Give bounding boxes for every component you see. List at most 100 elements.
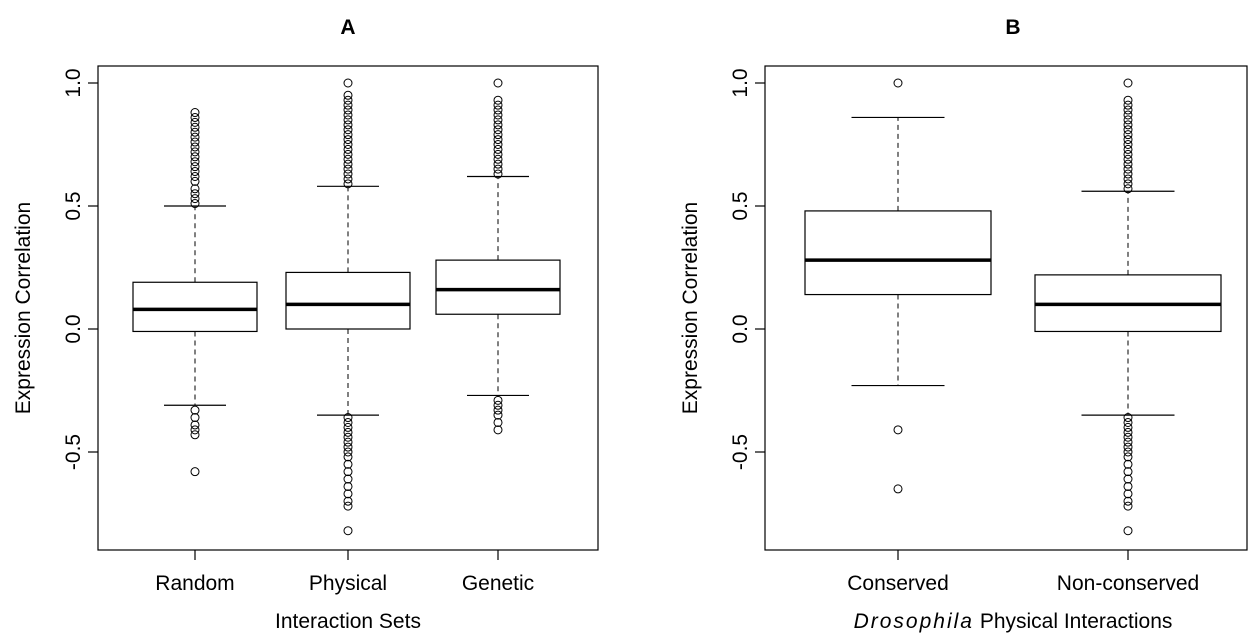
outlier-point [343,90,353,100]
panel-a-y-axis-label: Expression Correlation [12,202,35,414]
outlier-point [190,137,200,147]
outlier-point [190,199,200,209]
panel-a-x-tick-label: Physical [309,572,387,595]
outlier-point [493,405,503,415]
outlier-point [1123,164,1133,174]
panel-b: B -0.5 0.0 0.5 1.0 Conserved Non-conserved Dr… [679,16,1248,633]
outlier-point [190,189,200,199]
outlier-point [190,132,200,142]
outlier-point [343,78,353,88]
outlier-point [1123,501,1133,511]
outlier-point [190,108,200,118]
outlier-point [190,112,200,122]
outlier-point [493,149,503,159]
outlier-point [1123,115,1133,125]
outlier-point [1123,413,1133,423]
outlier-point [1123,78,1133,88]
outlier-point [493,169,503,179]
panel-a-box-physical [285,78,411,536]
outlier-point [1123,427,1133,437]
outlier-point [190,157,200,167]
outlier-point [1123,154,1133,164]
outlier-point [343,432,353,442]
outlier-point [343,95,353,105]
outlier-point [1123,125,1133,135]
outlier-point [343,140,353,149]
outlier-point [343,110,353,120]
outlier-point [493,417,503,427]
outlier-point [190,176,200,186]
iqr-box [285,271,411,330]
outlier-point [190,122,200,132]
outlier-point [893,425,903,435]
outlier-point [343,169,353,179]
outlier-point [343,459,353,469]
outlier-point [343,447,353,457]
outlier-point [190,430,200,440]
outlier-point [190,184,200,194]
outlier-point [493,120,503,130]
outlier-point [1123,432,1133,442]
outlier-point [190,194,200,204]
outlier-point [1123,459,1133,469]
outlier-point [893,78,903,88]
outlier-point [343,489,353,499]
outlier-point [343,179,353,189]
outlier-point [343,105,353,115]
outlier-point [1123,140,1133,149]
outlier-point [1123,452,1133,462]
outlier-point [343,154,353,164]
outlier-point [493,164,503,174]
outlier-point [190,117,200,127]
outlier-point [1123,100,1133,110]
panel-a-y-tick-label: 0.5 [62,191,85,220]
outlier-point [493,154,503,164]
outlier-point [493,400,503,410]
panel-b-x-tick-label: Non-conserved [1057,572,1199,595]
outlier-point [190,467,200,477]
outlier-point [343,413,353,423]
panel-a-y-tick-label: 0.0 [62,314,85,343]
panel-b-x-tick-label: Conserved [847,572,949,595]
panel-b-x-axis-label-italic: Drosophila [854,610,974,633]
panel-b-x-axis-label: Drosophila Physical Interactions [854,610,1173,633]
outlier-point [190,413,200,423]
outlier-point [343,526,353,536]
panel-a-marks [132,78,561,536]
outlier-point [343,442,353,452]
outlier-point [190,420,200,430]
outlier-point [190,405,200,415]
panel-a-x-tick-label: Random [155,572,234,595]
outlier-point [493,95,503,105]
outlier-point [493,100,503,110]
panel-a-x-tick-label: Genetic [462,572,534,595]
iqr-box [804,210,992,296]
outlier-point [190,167,200,177]
outlier-point [343,130,353,140]
outlier-point [493,410,503,420]
outlier-point [190,147,200,157]
panel-a-y-tick-label: 1.0 [62,68,85,97]
outlier-point [1123,135,1133,145]
panel-a-title: A [340,16,355,39]
iqr-box [132,281,258,333]
outlier-point [493,140,503,149]
outlier-point [190,127,200,137]
outlier-point [493,105,503,115]
outlier-point [343,481,353,491]
outlier-point [493,135,503,145]
outlier-point [343,159,353,169]
outlier-point [1123,417,1133,427]
panel-b-box-non-conserved [1034,78,1222,536]
iqr-box [435,259,561,315]
outlier-point [1123,489,1133,499]
panel-a-y-tick-label: -0.5 [62,434,85,470]
outlier-point [493,425,503,435]
outlier-point [1123,174,1133,184]
outlier-point [1123,481,1133,491]
outlier-point [343,100,353,110]
outlier-point [1123,184,1133,194]
outlier-point [343,174,353,184]
panel-a-x-axis-label: Interaction Sets [275,610,421,633]
